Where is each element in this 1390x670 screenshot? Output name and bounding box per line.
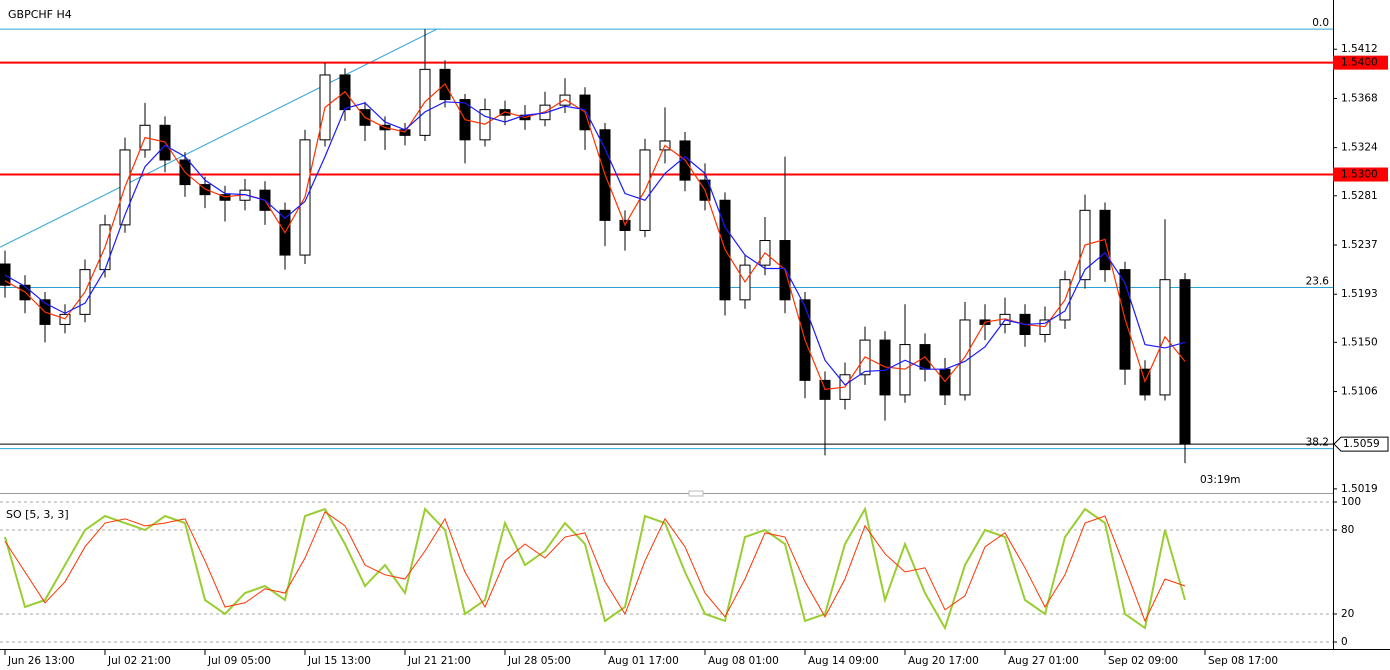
current-price-label: 1.5059 (1343, 438, 1380, 450)
candle-body (0, 263, 11, 286)
chart-title: GBPCHF H4 (8, 8, 72, 21)
indicator-title: SO [5, 3, 3] (6, 508, 69, 521)
y-tick-label: 1.5368 (1341, 92, 1378, 104)
y-tick-label: 1.5106 (1341, 386, 1378, 398)
oscillator-line (4, 511, 1186, 623)
y-tick-label: 1.5019 (1341, 483, 1378, 495)
x-tick-label: Sep 02 09:00 (1108, 655, 1178, 667)
candle-body (1179, 279, 1191, 445)
oscillator-line (4, 506, 1186, 631)
x-tick-label: Sep 08 17:00 (1208, 655, 1278, 667)
x-tick-label: Jul 21 21:00 (407, 655, 471, 667)
x-tick-label: Aug 27 01:00 (1008, 655, 1079, 667)
x-tick-label: Jul 15 13:00 (307, 655, 371, 667)
trendline (0, 28, 438, 248)
y-tick-label: 80 (1341, 524, 1354, 536)
panel-resize-handle[interactable] (688, 490, 704, 497)
current-price-box (1333, 436, 1389, 452)
price-level-box (1333, 55, 1388, 70)
price-level-label: 1.5300 (1341, 169, 1378, 181)
fib-label: 38.2 (1306, 437, 1329, 449)
x-tick-label: Jul 09 05:00 (207, 655, 271, 667)
moving-average (4, 82, 1186, 390)
y-tick-label: 0 (1341, 636, 1348, 648)
x-tick-label: Aug 20 17:00 (908, 655, 979, 667)
x-tick-label: Jun 26 13:00 (7, 655, 75, 667)
y-tick-label: 1.5324 (1341, 142, 1378, 154)
y-tick-label: 1.5150 (1341, 336, 1378, 348)
y-tick-label: 1.5237 (1341, 239, 1378, 251)
x-tick-label: Aug 08 01:00 (708, 655, 779, 667)
countdown: 03:19m (1200, 474, 1241, 486)
moving-average (4, 101, 1186, 386)
y-tick-label: 1.5412 (1341, 43, 1378, 55)
y-tick-label: 1.5281 (1341, 190, 1378, 202)
price-level-label: 1.5400 (1341, 57, 1378, 69)
x-tick-label: Jul 28 05:00 (507, 655, 571, 667)
y-tick-label: 100 (1341, 496, 1361, 508)
fib-label: 0.0 (1312, 17, 1329, 29)
y-tick-label: 1.5193 (1341, 288, 1378, 300)
price-level-box (1333, 167, 1388, 182)
x-tick-label: Aug 01 17:00 (608, 655, 679, 667)
y-tick-label: 20 (1341, 608, 1354, 620)
fib-label: 23.6 (1306, 276, 1330, 288)
x-tick-label: Aug 14 09:00 (808, 655, 879, 667)
x-tick-label: Jul 02 21:00 (107, 655, 171, 667)
